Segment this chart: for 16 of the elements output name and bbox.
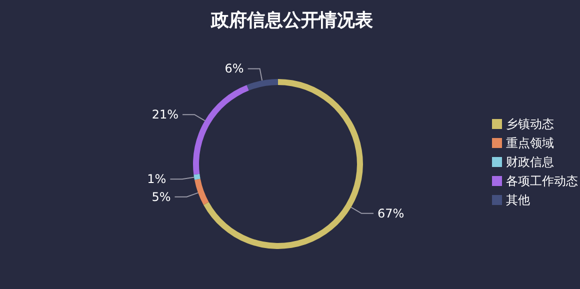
legend-label: 其他 [506,193,530,207]
donut-slice [194,178,209,205]
data-label: 6% [224,62,244,76]
donut-slice [194,174,200,180]
data-label: 21% [152,108,179,122]
chart-title: 政府信息公开情况表 [210,10,373,31]
donut-slice [246,79,278,91]
data-label: 67% [377,206,404,220]
legend-label: 重点领域 [506,136,554,150]
donut-slice [204,79,363,249]
donut-slice [193,84,249,175]
data-label: 5% [152,190,171,204]
data-label: 1% [147,172,166,186]
legend-label: 乡镇动态 [506,117,554,131]
legend-label: 财政信息 [506,155,554,169]
legend-label: 各项工作动态 [506,174,578,188]
